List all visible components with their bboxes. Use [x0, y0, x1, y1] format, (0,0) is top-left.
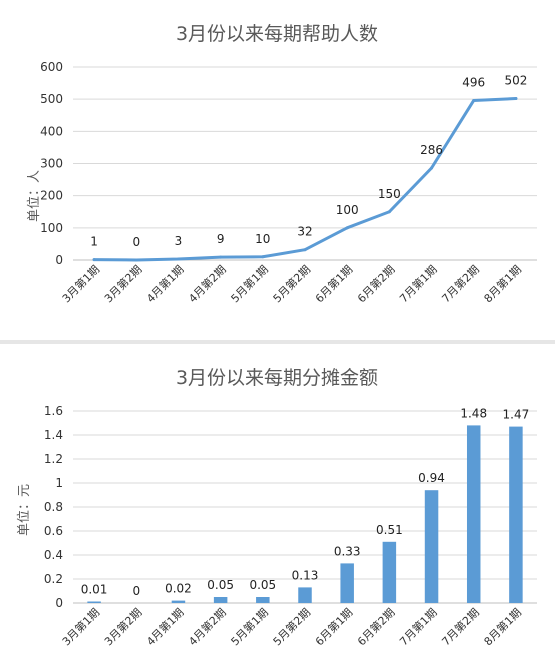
data-point	[92, 258, 96, 262]
x-tick-label: 4月第1期	[143, 262, 186, 305]
data-point	[261, 255, 265, 259]
data-point	[303, 248, 307, 252]
x-tick-labels: 3月第1期 3月第2期 4月第1期 4月第2期 5月第1期 5月第2期 6月第1期 6月第2期…	[59, 605, 524, 648]
y-tick-label: 0.6	[44, 524, 63, 538]
data-label: 0.94	[418, 471, 445, 485]
bar	[298, 587, 312, 603]
y-axis-label: 单位：人	[27, 170, 42, 222]
data-point	[176, 257, 180, 261]
data-label: 32	[297, 225, 312, 239]
x-tick-label: 7月第2期	[439, 605, 482, 648]
data-label: 1	[90, 235, 98, 249]
bar	[466, 425, 481, 603]
data-label: 0	[132, 584, 140, 598]
bar	[382, 541, 397, 603]
x-tick-label: 4月第2期	[186, 605, 229, 648]
data-label: 286	[420, 143, 443, 157]
data-label: 0.33	[334, 544, 361, 558]
data-point	[219, 255, 223, 259]
data-label: 1.48	[460, 406, 487, 420]
y-tick-label: 0.8	[44, 500, 63, 514]
bar	[171, 600, 186, 603]
data-label: 0.13	[292, 568, 319, 582]
bar	[256, 597, 270, 603]
x-tick-label: 6月第1期	[312, 262, 355, 305]
x-tick-label: 7月第1期	[397, 262, 440, 305]
data-labels: 0.01 0 0.02 0.05 0.05 0.13 0.33 0.51 0.94 1.48 1.4…	[81, 406, 530, 598]
y-tick-label: 100	[40, 221, 63, 235]
chart-title: 3月份以来每期帮助人数	[176, 23, 378, 45]
y-tick-label: 500	[40, 92, 63, 106]
y-tick-label: 400	[40, 124, 63, 138]
bar	[87, 601, 101, 603]
y-axis-label: 单位：元	[17, 484, 32, 536]
x-tick-label: 8月第1期	[481, 605, 524, 648]
y-tick-label: 1.4	[44, 428, 63, 442]
share-amount-bar-chart: 3月份以来每期分摊金额 单位：元 0 0.2 0.4 0.6 0.8 1 1.2 1.4 1.6…	[17, 367, 537, 648]
x-tick-label: 7月第2期	[439, 262, 482, 305]
x-tick-label: 6月第2期	[354, 605, 397, 648]
data-label: 0.05	[249, 578, 276, 592]
x-tick-label: 5月第1期	[228, 262, 271, 305]
y-tick-label: 1	[55, 476, 63, 490]
data-label: 0.02	[165, 582, 192, 596]
chart-title: 3月份以来每期分摊金额	[176, 367, 378, 389]
data-point	[134, 258, 138, 262]
x-tick-label: 3月第2期	[101, 605, 144, 648]
share-amount-chart-panel: 3月份以来每期分摊金额 单位：元 0 0.2 0.4 0.6 0.8 1 1.2 1.4 1.6…	[0, 344, 555, 664]
data-label: 150	[378, 187, 401, 201]
data-label: 9	[217, 232, 225, 246]
y-tick-label: 1.6	[44, 404, 63, 418]
y-tick-label: 600	[40, 60, 63, 74]
x-tick-label: 7月第1期	[397, 605, 440, 648]
y-tick-label: 0	[55, 596, 63, 610]
y-tick-label: 0	[55, 253, 63, 267]
bar	[340, 563, 354, 603]
bar	[509, 426, 523, 603]
data-label: 0.51	[376, 523, 403, 537]
data-label: 0	[132, 235, 140, 249]
x-tick-label: 6月第1期	[312, 605, 355, 648]
data-point	[430, 166, 434, 170]
y-tick-label: 0.2	[44, 572, 63, 586]
data-label: 502	[504, 74, 527, 88]
grid-lines	[73, 66, 537, 261]
x-tick-labels: 3月第1期 3月第2期 4月第1期 4月第2期 5月第1期 5月第2期 6月第1期 6月第2期…	[59, 262, 524, 305]
x-tick-label: 6月第2期	[354, 262, 397, 305]
y-tick-label: 1.2	[44, 452, 63, 466]
y-tick-labels: 0 100 200 300 400 500 600	[40, 60, 63, 267]
data-label: 10	[255, 232, 270, 246]
data-label: 0.01	[81, 583, 108, 597]
series-line	[92, 97, 518, 262]
data-label: 3	[175, 234, 183, 248]
data-label: 0.05	[207, 578, 234, 592]
panel-divider	[0, 340, 555, 344]
data-label: 496	[462, 75, 485, 89]
y-tick-label: 200	[40, 189, 63, 203]
data-point	[472, 98, 476, 102]
bar	[424, 490, 439, 603]
data-point	[345, 226, 349, 230]
x-tick-label: 3月第2期	[101, 262, 144, 305]
data-label: 100	[336, 203, 359, 217]
x-tick-label: 5月第2期	[270, 262, 313, 305]
y-tick-label: 0.4	[44, 548, 63, 562]
x-tick-label: 4月第1期	[143, 605, 186, 648]
x-tick-label: 5月第1期	[228, 605, 271, 648]
data-point	[514, 97, 518, 101]
x-tick-label: 8月第1期	[481, 262, 524, 305]
bars	[87, 425, 523, 603]
y-tick-label: 300	[40, 157, 63, 171]
x-tick-label: 3月第1期	[59, 262, 102, 305]
y-tick-labels: 0 0.2 0.4 0.6 0.8 1 1.2 1.4 1.6	[44, 404, 63, 610]
data-label: 1.47	[503, 408, 530, 422]
bar	[213, 597, 228, 603]
x-tick-label: 5月第2期	[270, 605, 313, 648]
x-tick-label: 4月第2期	[186, 262, 229, 305]
data-point	[387, 210, 391, 214]
x-tick-label: 3月第1期	[59, 605, 102, 648]
